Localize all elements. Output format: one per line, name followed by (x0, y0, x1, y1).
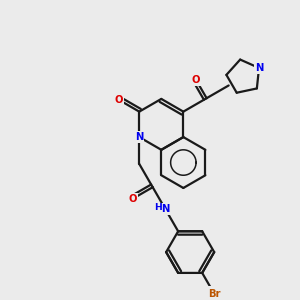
Text: O: O (192, 75, 200, 85)
Text: H: H (154, 203, 162, 212)
Text: Br: Br (208, 289, 220, 299)
Text: O: O (129, 194, 137, 203)
Text: O: O (114, 94, 123, 105)
Text: N: N (255, 63, 263, 73)
Text: N: N (135, 132, 143, 142)
Text: N: N (161, 204, 170, 214)
